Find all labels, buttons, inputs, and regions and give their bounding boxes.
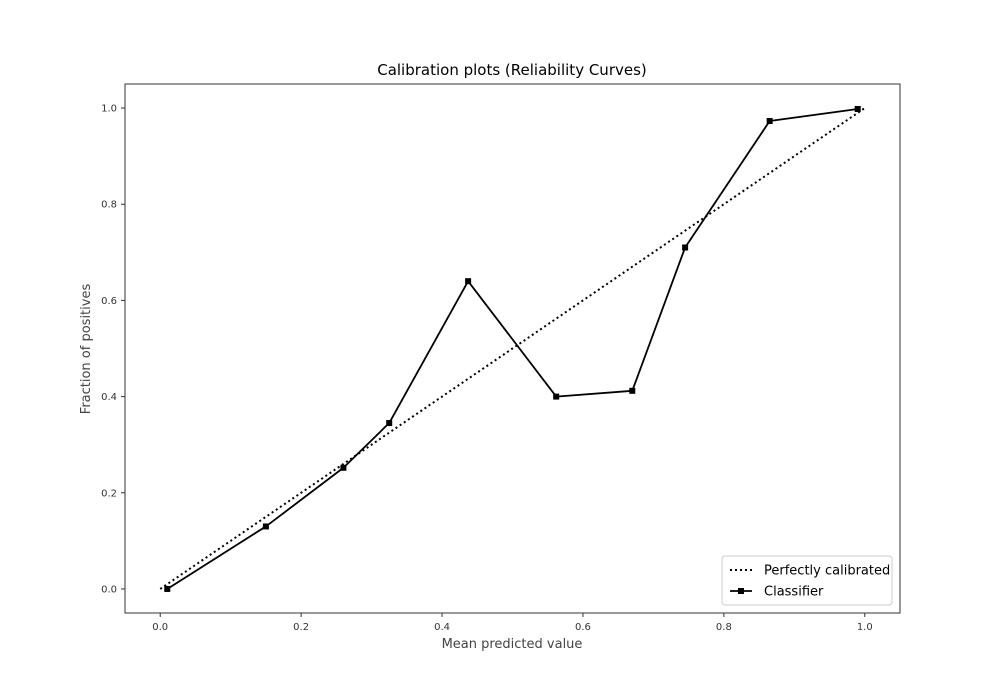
plot-area: 0.0 0.2 0.4 0.6 0.8 1.0 0.0 0.2 0.4 0.6 0.8 1.0 bbox=[101, 83, 901, 633]
y-tick-label: 0.0 bbox=[101, 584, 117, 595]
plot-frame bbox=[124, 83, 901, 614]
chart-title: Calibration plots (Reliability Curves) bbox=[377, 61, 647, 79]
data-point bbox=[854, 106, 861, 113]
data-point bbox=[262, 523, 269, 530]
series-line-perfectly-calibrated bbox=[159, 107, 866, 590]
x-tick-label: 0.4 bbox=[434, 622, 450, 633]
x-tick-label: 0.8 bbox=[716, 622, 732, 633]
legend-box bbox=[721, 555, 893, 606]
data-point bbox=[465, 278, 472, 285]
legend-marker-classifier bbox=[738, 588, 744, 594]
y-tick-label: 0.2 bbox=[101, 488, 117, 499]
data-point bbox=[164, 585, 171, 592]
y-tick-label: 0.6 bbox=[101, 296, 117, 307]
y-tick-label: 1.0 bbox=[101, 104, 117, 115]
series-line-classifier bbox=[166, 108, 858, 590]
x-tick-label: 0.0 bbox=[152, 622, 168, 633]
data-point bbox=[340, 464, 347, 471]
x-tick-label: 1.0 bbox=[857, 622, 873, 633]
data-point bbox=[629, 387, 636, 394]
data-point bbox=[553, 393, 560, 400]
x-tick-label: 0.2 bbox=[293, 622, 309, 633]
y-tick-label: 0.8 bbox=[101, 200, 117, 211]
legend-label-classifier: Classifier bbox=[764, 585, 824, 600]
y-axis-label: Fraction of positives bbox=[79, 284, 94, 415]
legend: Perfectly calibrated Classifier bbox=[721, 555, 893, 606]
data-point bbox=[682, 244, 689, 251]
x-axis-label: Mean predicted value bbox=[442, 637, 583, 652]
y-tick-label: 0.4 bbox=[101, 392, 117, 403]
x-tick-label: 0.6 bbox=[575, 622, 591, 633]
data-point bbox=[766, 118, 773, 125]
data-point bbox=[386, 420, 393, 427]
legend-label-perfectly-calibrated: Perfectly calibrated bbox=[764, 564, 890, 579]
